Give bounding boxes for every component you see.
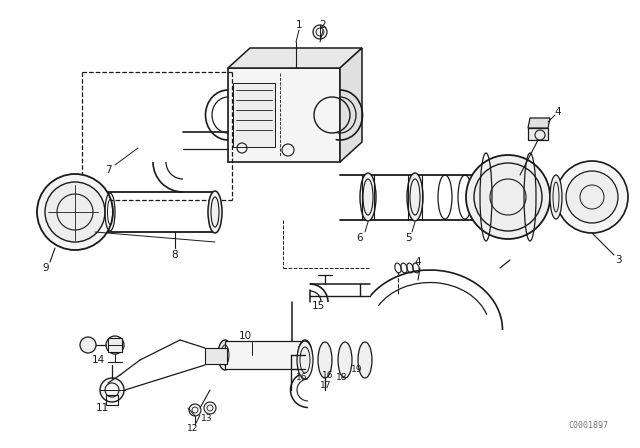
Circle shape <box>189 404 201 416</box>
Bar <box>108 338 122 352</box>
Text: 8: 8 <box>172 250 179 260</box>
Ellipse shape <box>407 173 423 221</box>
Text: 19: 19 <box>351 366 363 375</box>
Bar <box>106 395 118 405</box>
Ellipse shape <box>297 341 313 379</box>
Polygon shape <box>228 48 362 68</box>
Text: 13: 13 <box>201 414 212 422</box>
Circle shape <box>474 163 542 231</box>
Bar <box>233 83 275 147</box>
Text: 14: 14 <box>92 355 104 365</box>
Text: 5: 5 <box>404 233 412 243</box>
Polygon shape <box>340 48 362 162</box>
Circle shape <box>45 182 105 242</box>
Bar <box>205 348 227 364</box>
Ellipse shape <box>360 173 376 221</box>
Circle shape <box>37 174 113 250</box>
Text: 3: 3 <box>614 255 621 265</box>
Text: 7: 7 <box>105 165 111 175</box>
Ellipse shape <box>298 340 312 370</box>
Text: 17: 17 <box>320 380 332 389</box>
Circle shape <box>566 171 618 223</box>
Text: C0001897: C0001897 <box>568 421 608 430</box>
Text: 16: 16 <box>296 374 308 383</box>
Text: 16: 16 <box>323 370 333 379</box>
Ellipse shape <box>338 342 352 378</box>
Text: 15: 15 <box>312 301 324 311</box>
Circle shape <box>466 155 550 239</box>
Text: 6: 6 <box>356 233 364 243</box>
Text: 4: 4 <box>415 257 421 267</box>
Ellipse shape <box>318 342 332 378</box>
Text: 9: 9 <box>43 263 49 273</box>
Bar <box>225 341 305 369</box>
Circle shape <box>204 402 216 414</box>
Ellipse shape <box>358 342 372 378</box>
Ellipse shape <box>550 175 562 219</box>
Ellipse shape <box>218 340 232 370</box>
Circle shape <box>556 161 628 233</box>
Polygon shape <box>228 68 340 162</box>
Text: 11: 11 <box>95 403 109 413</box>
Text: 18: 18 <box>336 374 348 383</box>
Text: 10: 10 <box>239 331 252 341</box>
Circle shape <box>100 378 124 402</box>
Polygon shape <box>528 128 548 140</box>
Circle shape <box>80 337 96 353</box>
Text: 4: 4 <box>555 107 561 117</box>
Ellipse shape <box>208 191 222 233</box>
Text: 2: 2 <box>320 20 326 30</box>
Text: 1: 1 <box>296 20 302 30</box>
Circle shape <box>106 336 124 354</box>
Polygon shape <box>528 118 550 128</box>
Text: 12: 12 <box>188 423 198 432</box>
